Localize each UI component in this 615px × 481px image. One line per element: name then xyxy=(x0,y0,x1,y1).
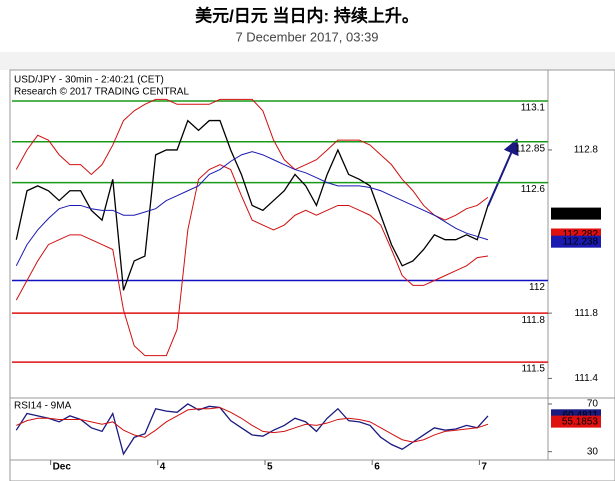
series-line xyxy=(15,119,489,291)
header-strip xyxy=(0,52,615,70)
price-marker-label: 112.41 xyxy=(568,208,598,219)
price-marker-label: 55.1853 xyxy=(562,416,599,427)
price-marker xyxy=(551,415,601,428)
chart-frame xyxy=(9,69,615,481)
price-marker xyxy=(551,235,601,248)
panel-title: RSI14 - 9MA xyxy=(14,401,72,412)
x-tick-label: 5 xyxy=(267,462,273,473)
level-label: 111.8 xyxy=(521,315,545,326)
series-line xyxy=(16,407,489,443)
x-tick-label: 6 xyxy=(374,462,380,473)
series-line xyxy=(15,98,489,221)
x-tick-label: Dec xyxy=(53,462,72,473)
level-label: 112.6 xyxy=(521,184,546,195)
series-line xyxy=(15,403,489,456)
forecast-arrow xyxy=(487,138,519,207)
chart-title: 美元/日元 当日内: 持续上升。 xyxy=(195,5,419,25)
price-marker-label: 112.238 xyxy=(563,236,599,247)
price-marker xyxy=(551,207,601,220)
y-tick-label: 111.4 xyxy=(574,373,598,384)
y-tick-label: 111.8 xyxy=(574,308,598,319)
level-label: 112 xyxy=(529,282,545,293)
annotation: USD/JPY - 30min - 2:40:21 (CET) xyxy=(14,75,164,86)
x-tick-label: 7 xyxy=(481,462,487,473)
price-marker-label: 112.282 xyxy=(563,229,599,240)
level-label: 111.5 xyxy=(521,364,545,375)
level-label: 113.1 xyxy=(521,103,546,114)
chart-subtitle: 7 December 2017, 03:39 xyxy=(235,29,378,44)
series-line xyxy=(15,164,489,357)
y-tick-label: 30 xyxy=(587,446,599,457)
y-tick-label: 70 xyxy=(587,399,599,410)
price-marker-label: 60.4811 xyxy=(563,410,599,421)
level-label: 112.85 xyxy=(515,143,545,154)
y-tick-label: 112.8 xyxy=(574,145,599,156)
x-tick-label: 4 xyxy=(160,462,166,473)
annotation: Research © 2017 TRADING CENTRAL xyxy=(14,87,189,98)
series-line xyxy=(15,151,489,267)
